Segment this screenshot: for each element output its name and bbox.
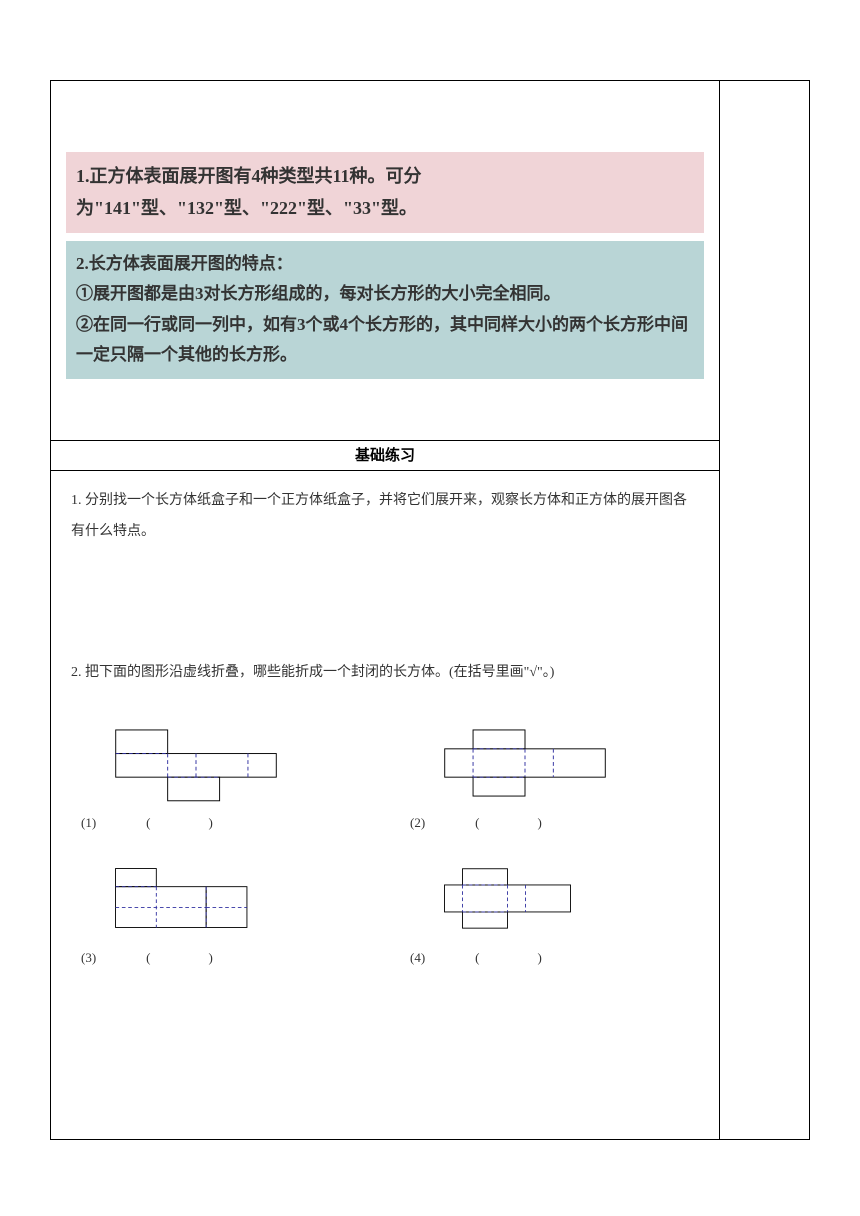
figure-3-label: (3) () (81, 944, 213, 973)
figures-grid: (1) () (2 (71, 708, 699, 987)
figure-2-svg (440, 723, 610, 803)
question-2: 2. 把下面的图形沿虚线折叠，哪些能折成一个封闭的长方体。(在括号里画"√"。) (71, 658, 699, 689)
figure-4: (4) () (410, 858, 689, 973)
figure-4-num: (4) (410, 944, 425, 973)
figure-1-num: (1) (81, 809, 96, 838)
figure-2-label: (2) () (410, 809, 542, 838)
figure-3-svg (111, 858, 256, 938)
info-box-2-title: 2.长方体表面展开图的特点： (76, 249, 694, 280)
figure-3-bracket[interactable]: ( (146, 944, 178, 973)
figure-1: (1) () (81, 723, 360, 838)
info-box-1: 1.正方体表面展开图有4种类型共11种。可分为"141"型、"132"型、"22… (66, 152, 704, 233)
figure-3-num: (3) (81, 944, 96, 973)
figure-4-label: (4) () (410, 944, 542, 973)
info-text-1: 1.正方体表面展开图有4种类型共11种。可分为"141"型、"132"型、"22… (76, 166, 422, 218)
figure-4-svg (440, 858, 575, 938)
figure-2-num: (2) (410, 809, 425, 838)
figure-1-label: (1) () (81, 809, 213, 838)
info-box-2: 2.长方体表面展开图的特点： ①展开图都是由3对长方形组成的，每对长方形的大小完… (66, 241, 704, 379)
page-container: 1.正方体表面展开图有4种类型共11种。可分为"141"型、"132"型、"22… (50, 80, 810, 1140)
question-1: 1. 分别找一个长方体纸盒子和一个正方体纸盒子，并将它们展开来，观察长方体和正方… (71, 486, 699, 548)
figure-2: (2) () (410, 723, 689, 838)
figure-4-bracket[interactable]: ( (475, 944, 507, 973)
figure-3: (3) () (81, 858, 360, 973)
main-column: 1.正方体表面展开图有4种类型共11种。可分为"141"型、"132"型、"22… (51, 81, 719, 1139)
exercise-section: 1. 分别找一个长方体纸盒子和一个正方体纸盒子，并将它们展开来，观察长方体和正方… (51, 471, 719, 1139)
info-box-2-point1: ①展开图都是由3对长方形组成的，每对长方形的大小完全相同。 (76, 279, 694, 310)
section-title: 基础练习 (51, 441, 719, 471)
info-section: 1.正方体表面展开图有4种类型共11种。可分为"141"型、"132"型、"22… (51, 81, 719, 441)
figure-2-bracket[interactable]: ( (475, 809, 507, 838)
side-column (719, 81, 809, 1139)
figure-1-bracket[interactable]: ( (146, 809, 178, 838)
figure-1-svg (111, 723, 281, 803)
info-box-2-point2: ②在同一行或同一列中，如有3个或4个长方形的，其中同样大小的两个长方形中间一定只… (76, 310, 694, 371)
